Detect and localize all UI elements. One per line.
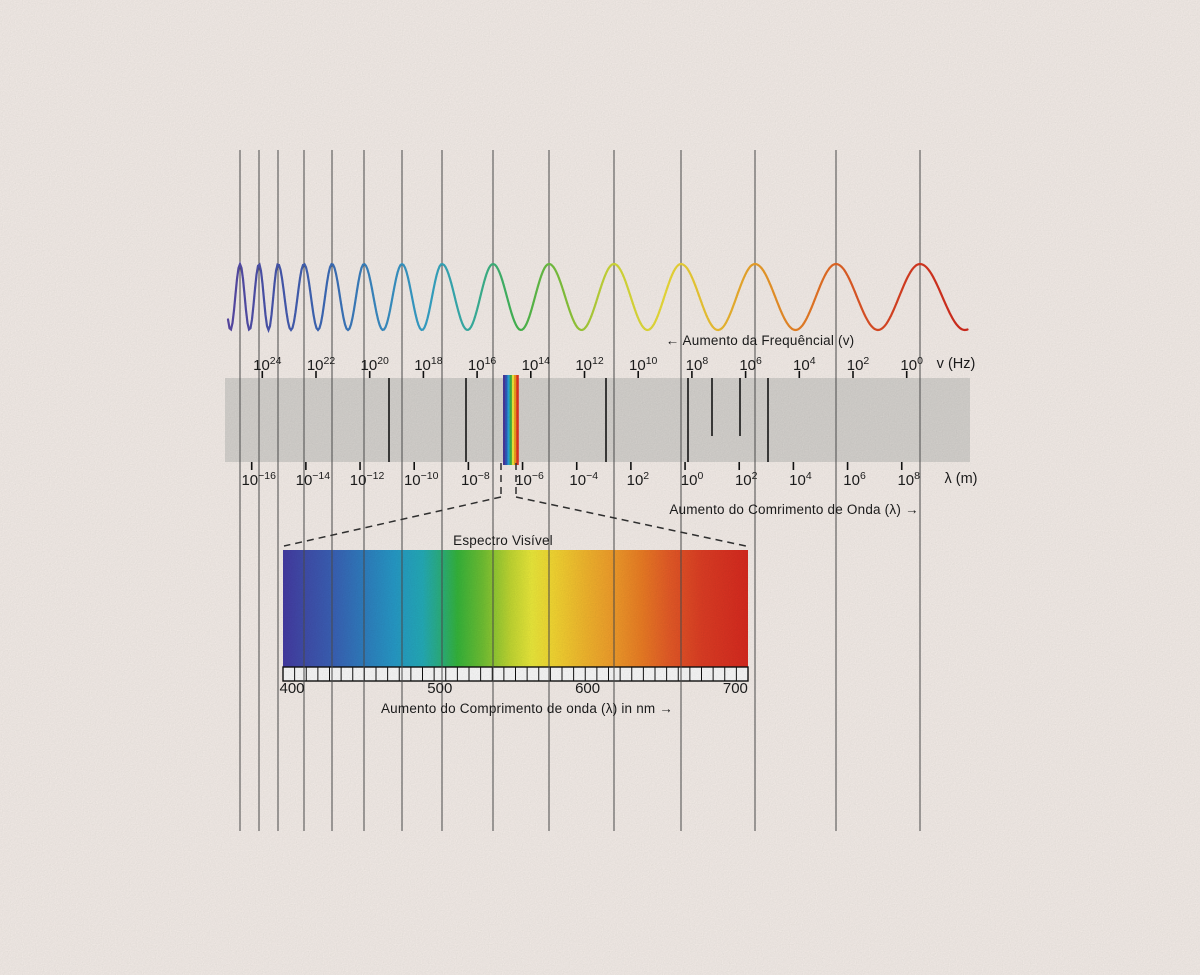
power-base: 10 bbox=[349, 472, 367, 489]
power-base: 10 bbox=[739, 357, 757, 374]
power-exponent: 2 bbox=[863, 355, 870, 367]
power-exponent: −16 bbox=[258, 470, 276, 482]
power-exponent: 4 bbox=[809, 355, 816, 367]
wavelength-tick-label: 100 bbox=[681, 470, 704, 489]
wavelength-tick-label: 102 bbox=[735, 470, 758, 489]
wavelength-tick-label: 104 bbox=[789, 470, 812, 489]
wavelength-unit-label: λ (m) bbox=[944, 471, 978, 487]
power-exponent: −10 bbox=[420, 470, 439, 482]
frequency-tick-label: 1012 bbox=[575, 355, 603, 374]
power-base: 10 bbox=[846, 357, 864, 374]
power-exponent: 2 bbox=[643, 470, 650, 482]
power-base: 10 bbox=[515, 472, 532, 489]
power-exponent: −4 bbox=[586, 470, 599, 482]
visible-spectrum-caption: Aumento do Comprimento de onda (λ) in nm… bbox=[380, 701, 674, 716]
power-exponent: 10 bbox=[645, 355, 658, 367]
power-exponent: 18 bbox=[430, 355, 443, 367]
nm-scale-label: 700 bbox=[722, 680, 748, 697]
frequency-tick-label: 1010 bbox=[629, 355, 657, 374]
power-exponent: 8 bbox=[702, 355, 709, 367]
power-base: 10 bbox=[843, 472, 860, 489]
power-exponent: 12 bbox=[592, 355, 604, 367]
wavelength-tick-label: 10−12 bbox=[350, 470, 385, 489]
power-base: 10 bbox=[241, 472, 259, 489]
power-base: 10 bbox=[626, 472, 644, 489]
nm-scale-label: 500 bbox=[427, 680, 453, 697]
power-base: 10 bbox=[793, 357, 810, 374]
power-base: 10 bbox=[403, 472, 421, 489]
power-exponent: 14 bbox=[538, 355, 550, 367]
power-base: 10 bbox=[789, 472, 806, 489]
wavelength-tick-label: 102 bbox=[627, 470, 650, 489]
frequency-tick-label: 100 bbox=[900, 355, 923, 374]
frequency-tick-label: 1014 bbox=[522, 355, 550, 374]
power-exponent: 24 bbox=[269, 355, 282, 367]
power-base: 10 bbox=[306, 357, 324, 374]
wavelength-tick-label: 10−10 bbox=[404, 470, 439, 489]
power-exponent: −12 bbox=[366, 470, 385, 482]
power-exponent: −8 bbox=[477, 470, 490, 482]
power-exponent: 4 bbox=[805, 470, 812, 482]
wavelength-tick-label: 10−4 bbox=[569, 470, 598, 489]
wavelength-direction-label: Aumento do Comrimento de Onda (λ) → bbox=[669, 502, 919, 517]
nm-scale-label: 400 bbox=[279, 680, 305, 697]
power-exponent: 6 bbox=[756, 355, 762, 367]
visible-spectrum-title: Espectro Visível bbox=[453, 533, 553, 548]
power-exponent: 2 bbox=[751, 470, 758, 482]
wavelength-tick-label: 108 bbox=[897, 470, 920, 489]
wavelength-tick-label: 10−8 bbox=[461, 470, 490, 489]
power-base: 10 bbox=[629, 357, 646, 374]
frequency-tick-label: 1022 bbox=[307, 355, 335, 374]
power-exponent: 20 bbox=[377, 355, 389, 367]
frequency-tick-label: 108 bbox=[686, 355, 709, 374]
power-base: 10 bbox=[734, 472, 752, 489]
power-base: 10 bbox=[253, 357, 270, 374]
power-base: 10 bbox=[900, 357, 918, 374]
power-exponent: −6 bbox=[531, 470, 544, 482]
power-base: 10 bbox=[360, 357, 378, 374]
power-base: 10 bbox=[414, 357, 431, 374]
frequency-tick-label: 1024 bbox=[253, 355, 281, 374]
power-exponent: 16 bbox=[484, 355, 497, 367]
frequency-direction-label: ← Aumento da Frequêncial (v) bbox=[665, 333, 855, 348]
power-base: 10 bbox=[680, 472, 698, 489]
power-base: 10 bbox=[575, 357, 592, 374]
power-exponent: 0 bbox=[697, 470, 704, 482]
frequency-tick-label: 1018 bbox=[414, 355, 442, 374]
power-exponent: −14 bbox=[312, 470, 331, 482]
power-exponent: 8 bbox=[914, 470, 920, 482]
frequency-unit-label: v (Hz) bbox=[936, 356, 976, 372]
frequency-tick-label: 1016 bbox=[468, 355, 496, 374]
power-base: 10 bbox=[521, 357, 539, 374]
power-exponent: 22 bbox=[323, 355, 336, 367]
power-base: 10 bbox=[569, 472, 587, 489]
power-base: 10 bbox=[461, 472, 478, 489]
frequency-tick-label: 1020 bbox=[361, 355, 389, 374]
wavelength-tick-label: 10−14 bbox=[296, 470, 331, 489]
power-exponent: 6 bbox=[859, 470, 866, 482]
power-exponent: 0 bbox=[917, 355, 923, 367]
power-base: 10 bbox=[467, 357, 485, 374]
frequency-tick-label: 102 bbox=[847, 355, 870, 374]
wavelength-tick-label: 106 bbox=[843, 470, 866, 489]
frequency-tick-label: 104 bbox=[793, 355, 816, 374]
wavelength-tick-label: 10−16 bbox=[241, 470, 276, 489]
power-base: 10 bbox=[685, 357, 703, 374]
power-base: 10 bbox=[897, 472, 915, 489]
frequency-tick-label: 106 bbox=[739, 355, 762, 374]
wavelength-tick-label: 10−6 bbox=[515, 470, 544, 489]
nm-scale-label: 600 bbox=[575, 680, 601, 697]
power-base: 10 bbox=[295, 472, 313, 489]
